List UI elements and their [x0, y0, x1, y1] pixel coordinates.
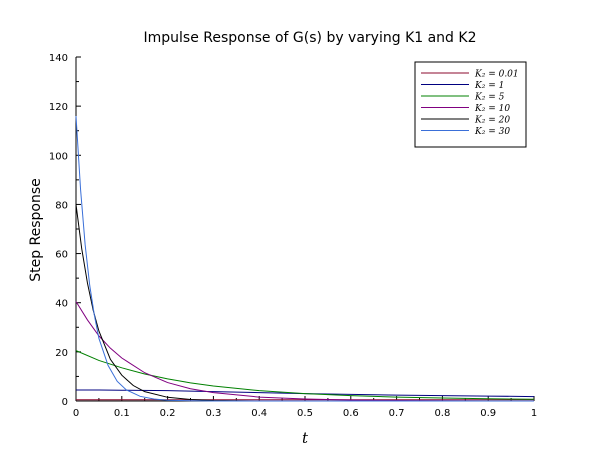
- series-line-2: [76, 389, 535, 398]
- y-tick-label: 100: [49, 151, 68, 162]
- series-line-5: [75, 204, 534, 402]
- y-tick-label: 120: [49, 102, 68, 113]
- y-tick-label: 20: [55, 348, 68, 359]
- legend-label: K₂ = 30: [474, 127, 510, 137]
- series-line-3: [75, 350, 535, 400]
- series-line-4: [75, 301, 534, 402]
- y-tick-label: 0: [62, 397, 68, 408]
- y-tick-label: 80: [55, 200, 68, 211]
- x-tick-label: 0.2: [160, 408, 176, 419]
- legend-label: K₂ = 5: [474, 93, 505, 103]
- x-tick-label: 0.6: [343, 408, 359, 419]
- x-tick-label: 0.5: [297, 408, 313, 419]
- x-tick-label: 0: [73, 408, 79, 419]
- y-tick-label: 60: [55, 250, 68, 261]
- y-axis-label: Step Response: [28, 178, 44, 282]
- series-line-6: [75, 115, 534, 402]
- y-tick-label: 140: [49, 53, 68, 64]
- legend-label: K₂ = 20: [474, 116, 510, 126]
- x-tick-label: 0.8: [434, 408, 450, 419]
- legend-box: [414, 61, 527, 148]
- x-tick-label: 0.1: [114, 408, 130, 419]
- x-tick-label: 0.3: [205, 408, 221, 419]
- legend-label: K₂ = 0.01: [474, 70, 519, 80]
- plot-area: 0 0.1 0.2 0.3 0.4 0.5 0.6 0.7 0.8 0.9 1 0 20 40 60 80 10…: [49, 53, 537, 419]
- x-tick-label: 0.4: [251, 408, 267, 419]
- legend-label: K₂ = 1: [474, 81, 504, 91]
- chart-title: Impulse Response of G(s) by varying K1 a…: [144, 30, 477, 46]
- y-tick-label: 40: [55, 299, 68, 310]
- x-tick-label: 0.7: [389, 408, 405, 419]
- legend-label: K₂ = 10: [474, 104, 510, 114]
- x-tick-label: 0.9: [480, 408, 496, 419]
- x-tick-label: 1: [531, 408, 537, 419]
- x-axis-label: t: [302, 429, 309, 447]
